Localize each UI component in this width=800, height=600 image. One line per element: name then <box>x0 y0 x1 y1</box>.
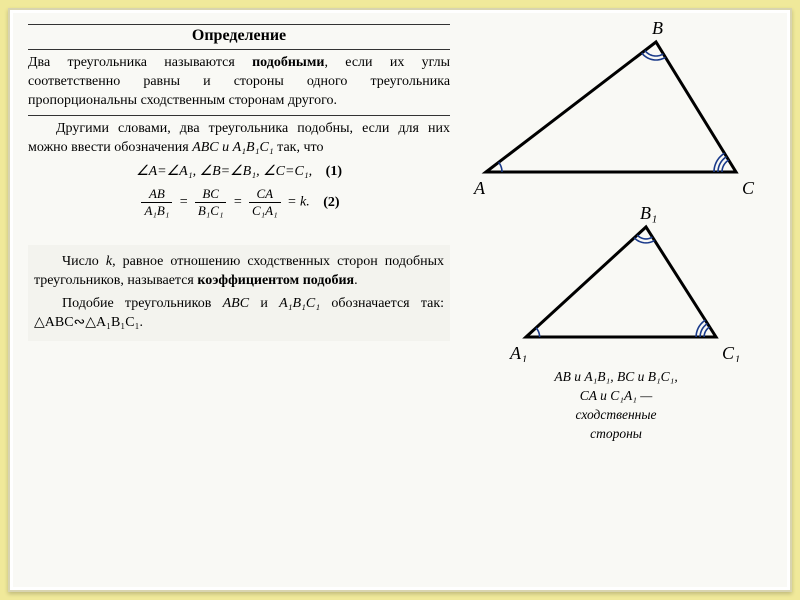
para3a: Число <box>62 254 106 269</box>
para3c: . <box>354 273 358 288</box>
para-intro-notation: Другими словами, два треугольника подобн… <box>28 120 450 158</box>
definition-text: Два треугольника называются подобными, е… <box>28 55 450 108</box>
slide-outer-frame: Определение Два треугольника называются … <box>0 0 800 600</box>
text-column: Определение Два треугольника называются … <box>28 22 460 578</box>
frac3-den: C₁A₁ <box>249 203 281 219</box>
equation-angles: ∠A=∠A₁, ∠B=∠B₁, ∠C=C₁, (1) <box>28 163 450 180</box>
tri-abc: ABC <box>223 296 249 311</box>
svg-text:A: A <box>473 178 486 198</box>
frac-ab: AB A₁B₁ <box>141 186 172 219</box>
para2b: так, что <box>274 140 324 155</box>
eq1-text: ∠A=∠A₁, ∠B=∠B₁, ∠C=C₁, <box>136 164 312 179</box>
frac2-den: B₁C₁ <box>195 203 227 219</box>
triangle-abc-figure: A B C <box>466 22 766 202</box>
triangle-a1b1c1-figure: A₁ B₁ C₁ <box>486 202 746 362</box>
abc-names: ABC и A₁B₁C₁ <box>192 140 273 155</box>
svg-text:C: C <box>742 178 755 198</box>
definition-paragraph: Два треугольника называются подобными, е… <box>28 54 450 111</box>
content-row: Определение Два треугольника называются … <box>28 22 772 578</box>
frac3-num: CA <box>249 186 281 203</box>
frac1-den: A₁B₁ <box>141 203 172 219</box>
frac2-num: BC <box>195 186 227 203</box>
caption-line4: стороны <box>554 425 677 444</box>
eq2-tail: = k. <box>287 195 310 210</box>
svg-text:A₁: A₁ <box>509 343 527 362</box>
frac-ca: CA C₁A₁ <box>249 186 281 219</box>
rule-after-def <box>28 115 450 116</box>
svg-text:C₁: C₁ <box>722 343 740 362</box>
para-k: Число k, равное отношению сходственных с… <box>34 253 444 291</box>
svg-text:B₁: B₁ <box>640 203 657 223</box>
para4b: и <box>249 296 279 311</box>
slide-inner-frame: Определение Два треугольника называются … <box>8 8 792 592</box>
rule-under-heading <box>28 49 450 50</box>
frac-bc: BC B₁C₁ <box>195 186 227 219</box>
frac1-num: AB <box>141 186 172 203</box>
equation-ratios: AB A₁B₁ = BC B₁C₁ = CA C₁A₁ = k. (2) <box>28 186 450 219</box>
block-k-definition: Число k, равное отношению сходственных с… <box>28 245 450 341</box>
svg-text:B: B <box>652 22 663 38</box>
eq2-number: (2) <box>323 195 339 210</box>
para-notation: Подобие треугольников ABC и A₁B₁C₁ обозн… <box>34 295 444 333</box>
coef-bold: коэффициентом подобия <box>197 273 354 288</box>
figure-column: A B C A₁ B₁ C₁ AB и A₁B₁, BC и B₁C₁, CA и C₁… <box>460 22 772 578</box>
rule-top <box>28 24 450 25</box>
eq1-number: (1) <box>326 164 342 179</box>
caption-line1: AB и A₁B₁, BC и B₁C₁, <box>554 368 677 387</box>
spacer <box>28 225 450 239</box>
figure-caption: AB и A₁B₁, BC и B₁C₁, CA и C₁A₁ — сходст… <box>554 368 677 444</box>
caption-line3: сходственные <box>554 406 677 425</box>
heading-definition: Определение <box>28 27 450 45</box>
para4a: Подобие треугольников <box>62 296 223 311</box>
tri-a1b1c1: A₁B₁C₁ <box>279 296 320 311</box>
caption-line2: CA и C₁A₁ — <box>554 387 677 406</box>
